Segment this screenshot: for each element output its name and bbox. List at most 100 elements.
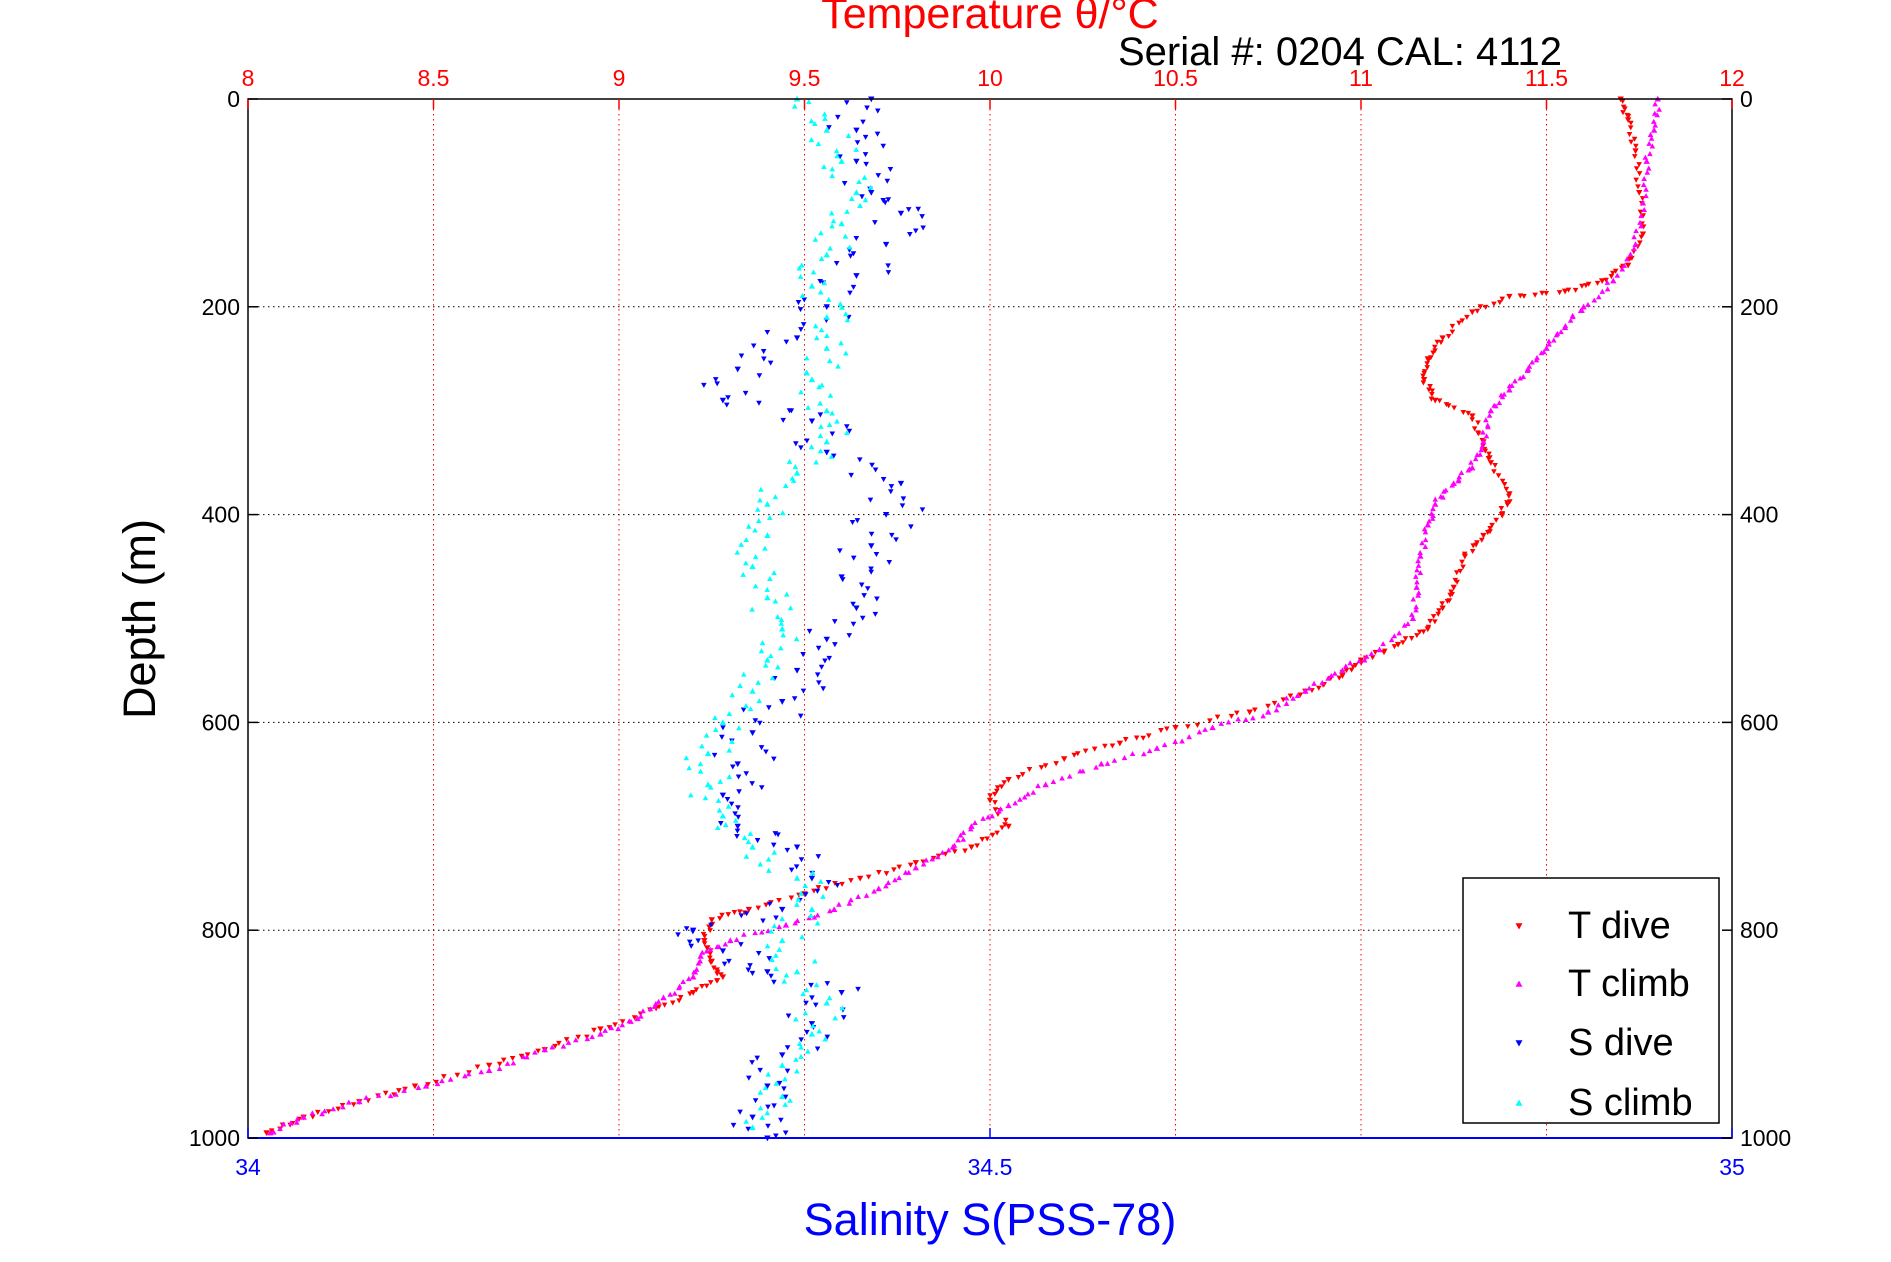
data-point — [762, 545, 768, 551]
data-point — [827, 245, 833, 251]
data-point — [737, 1109, 743, 1115]
data-point — [1475, 431, 1482, 437]
data-point — [602, 1027, 608, 1033]
data-point — [960, 829, 967, 835]
data-point — [980, 815, 986, 821]
data-point — [1579, 283, 1585, 289]
data-point — [862, 197, 869, 203]
data-point — [833, 148, 840, 154]
data-point — [885, 263, 891, 269]
data-point — [880, 477, 887, 483]
data-point — [1449, 482, 1455, 488]
data-point — [862, 152, 869, 158]
data-point — [788, 867, 795, 873]
data-point — [1627, 125, 1634, 131]
data-point — [556, 1040, 562, 1046]
data-point — [422, 1082, 430, 1089]
data-point — [830, 906, 838, 912]
data-point — [884, 178, 891, 184]
data-point — [1460, 410, 1467, 416]
data-point — [749, 563, 756, 570]
data-point — [721, 961, 728, 967]
data-point — [780, 632, 786, 638]
data-point — [767, 575, 773, 581]
data-point — [999, 825, 1005, 831]
data-point — [690, 973, 697, 980]
data-point — [1430, 512, 1436, 518]
data-point — [655, 998, 662, 1004]
data-point — [857, 457, 863, 463]
data-point — [465, 1071, 472, 1077]
data-point — [1482, 448, 1489, 454]
data-point — [1456, 474, 1463, 480]
data-point — [806, 628, 813, 634]
data-point — [772, 598, 779, 604]
data-point — [415, 1084, 422, 1090]
data-point — [1290, 695, 1296, 701]
data-point — [1625, 113, 1632, 119]
data-point — [1622, 106, 1628, 112]
data-point — [1294, 692, 1301, 698]
data-point — [1336, 675, 1343, 681]
data-point — [972, 820, 978, 826]
data-point — [1435, 611, 1442, 617]
data-point — [1483, 417, 1489, 423]
data-point — [762, 662, 769, 668]
data-point — [1015, 774, 1022, 780]
data-point — [1109, 743, 1116, 749]
data-point — [929, 856, 936, 862]
data-point — [1419, 540, 1425, 546]
data-point — [1524, 367, 1531, 374]
data-point — [677, 995, 684, 1001]
data-point — [771, 1103, 777, 1109]
data-point — [1640, 181, 1647, 188]
data-point — [714, 944, 721, 950]
data-point — [769, 957, 775, 963]
data-point — [1647, 131, 1654, 137]
data-point — [1612, 268, 1619, 274]
data-point — [864, 105, 870, 111]
data-point — [1172, 725, 1179, 731]
data-point — [786, 458, 793, 464]
data-point — [722, 941, 729, 947]
data-point — [1534, 354, 1540, 360]
data-point — [775, 832, 781, 838]
data-point — [850, 621, 857, 627]
data-point — [793, 469, 801, 476]
data-point — [891, 867, 897, 873]
data-point — [1551, 337, 1557, 343]
data-point — [701, 938, 708, 944]
data-point — [707, 980, 714, 986]
data-point — [1491, 301, 1497, 307]
data-point — [1401, 622, 1408, 628]
data-point — [560, 1043, 567, 1049]
data-point — [1474, 308, 1481, 314]
data-point — [1350, 664, 1357, 670]
data-point — [1533, 357, 1540, 363]
data-point — [885, 879, 892, 886]
data-point — [800, 688, 807, 694]
legend-marker — [1515, 980, 1523, 987]
data-point — [779, 1052, 786, 1059]
data-point — [433, 1079, 439, 1085]
data-point — [757, 861, 764, 867]
data-point — [833, 260, 840, 266]
data-point — [1459, 318, 1466, 324]
data-point — [814, 912, 821, 918]
data-point — [1471, 426, 1478, 432]
data-point — [759, 1114, 765, 1120]
data-point — [738, 353, 745, 359]
data-point — [795, 300, 802, 306]
data-point — [888, 489, 894, 495]
data-point — [708, 922, 714, 928]
y-tick-label-right: 200 — [1740, 294, 1778, 320]
data-point — [462, 1073, 468, 1079]
data-point — [1424, 365, 1431, 371]
data-point — [872, 220, 878, 226]
data-point — [808, 1030, 816, 1037]
data-point — [743, 560, 749, 566]
data-point — [730, 1122, 737, 1128]
data-point — [1053, 761, 1059, 767]
data-point — [798, 262, 805, 268]
data-point — [726, 958, 732, 964]
